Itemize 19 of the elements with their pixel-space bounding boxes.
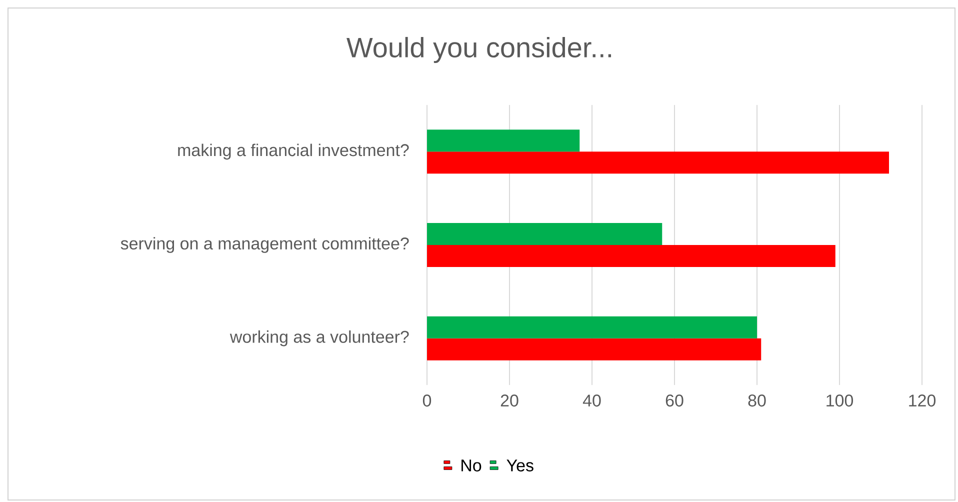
bar (427, 152, 889, 174)
x-tick-label: 40 (582, 394, 601, 407)
bar (427, 222, 662, 245)
bar (427, 130, 580, 152)
y-tick-label: working as a volunteer? (230, 330, 409, 346)
x-tick-label: 120 (909, 394, 936, 407)
bar (427, 338, 762, 360)
x-tick-label: 80 (748, 394, 766, 407)
y-tick-label: serving on a management committee? (120, 237, 409, 253)
x-tick-label: 100 (826, 394, 854, 407)
x-tick-label: 20 (500, 394, 518, 407)
chart-title: Would you consider... (346, 36, 612, 64)
legend-label: Yes (506, 460, 534, 472)
bar (427, 244, 836, 267)
bar (427, 316, 757, 338)
x-tick-label: 60 (666, 394, 684, 407)
y-tick-label: making a financial investment? (178, 144, 409, 160)
legend-label: No (462, 460, 482, 472)
x-tick-label: 0 (422, 394, 432, 407)
